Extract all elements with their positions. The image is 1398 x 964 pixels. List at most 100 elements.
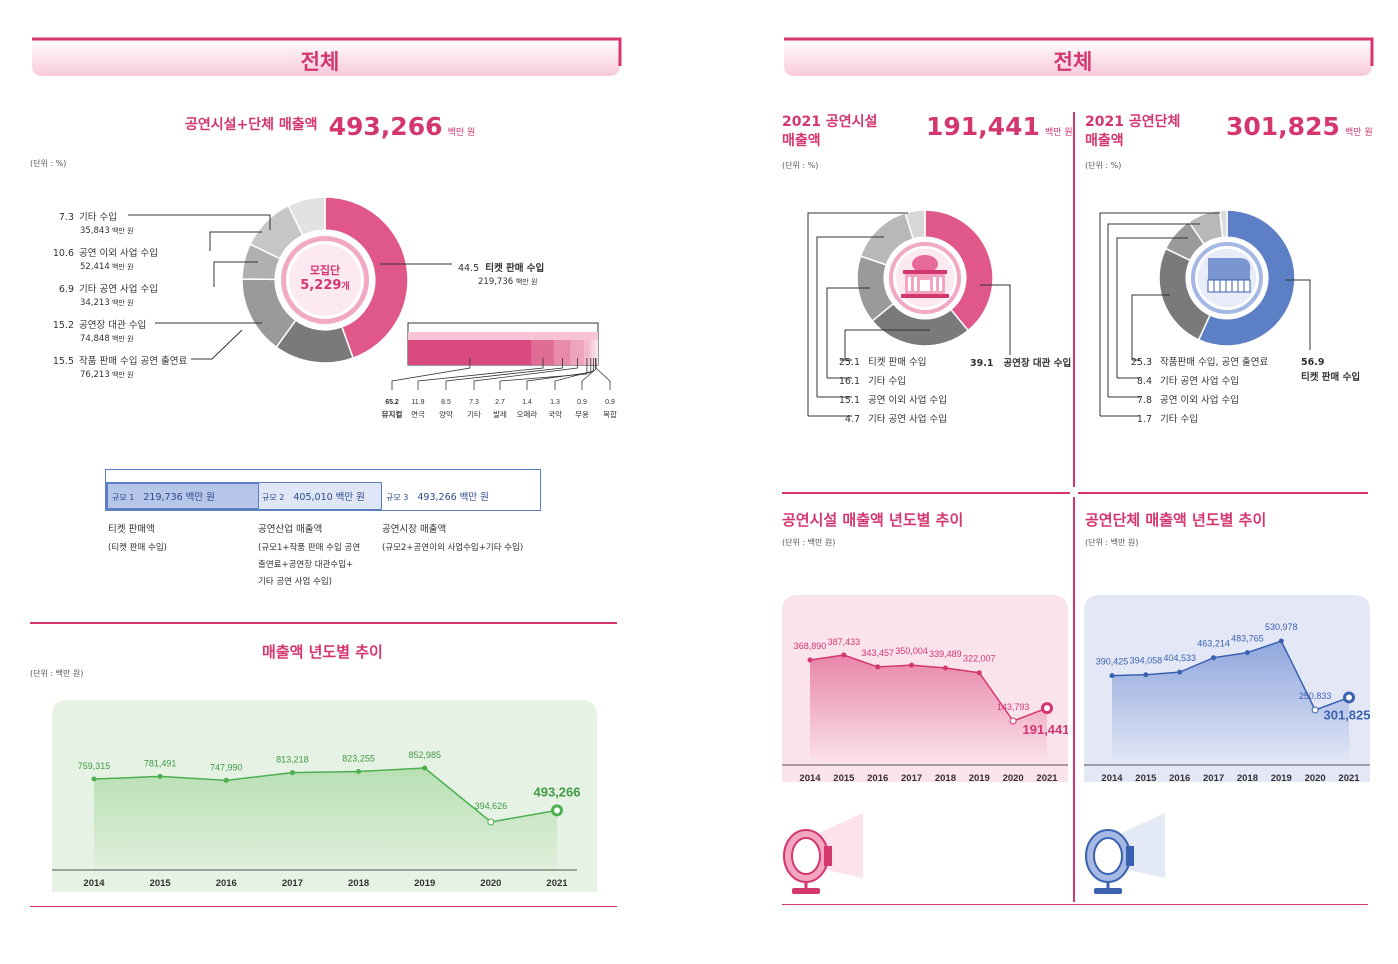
facility-highlight-label: 공연장 대관 수입 [1003,358,1072,369]
trend-data-label: 143,793 [997,702,1030,712]
trend-year-label: 2019 [969,773,990,784]
scale-tag-label: 규모 3 [386,493,409,502]
trend-year-label: 2017 [901,773,922,784]
scale-desc: (규모2+공연이외 사업수입+기타 수입) [382,543,524,553]
facility-title-line2: 매출액 [782,133,821,149]
trend-year-label: 2021 [546,878,568,889]
facility-total: 191,441 백만 원 [926,112,1073,141]
trend-data-label: 339,489 [929,649,962,659]
facility-highlight: 39.1 공연장 대관 수입 [970,355,1071,369]
trend-line [1111,640,1350,711]
trend-area [1112,641,1349,765]
trend-point-inner [554,807,560,814]
legend-item: 25.1 티켓 판매 수입 [836,354,927,368]
legend-label: 작품 판매 수입 공연 출연료 [79,356,188,367]
legend-amount-line: 34,213 백만 원 [80,298,158,308]
facility-total-unit: 백만 원 [1044,128,1073,138]
legend-label: 기타 수입 [868,376,906,387]
spotlight-pink-icon [783,813,863,894]
legend-label: 공연장 대관 수입 [79,320,147,331]
right-vertical-divider-bottom [1073,497,1075,902]
genre-value: 0.9 [577,399,587,406]
genre-value: 0.9 [605,399,615,406]
legend-unit: 백만 원 [109,299,134,307]
trend-year-label: 2021 [1036,773,1058,784]
facility-unit-note: (단위 : %) [782,161,819,170]
legend-unit: 백만 원 [109,371,134,379]
legend-label: 기타 공연 사업 수입 [79,284,158,295]
trend-year-label: 2014 [1101,773,1123,784]
right-banner-title: 전체 [1053,50,1093,74]
trend-year-label: 2020 [1003,773,1024,784]
legend-label: 공연 이외 사업 수입 [79,248,158,259]
group-leaders [1099,212,1311,417]
trend-year-label: 2017 [282,878,303,889]
legend-pct: 10.6 [52,248,74,259]
trend-data-label: 759,315 [78,761,111,771]
trend-point [1211,655,1217,661]
legend-item: 25.3 작품판매 수입, 공연 출연료 [1128,354,1268,368]
donut-inner-ring [888,241,962,315]
legend-item: 7.8 공연 이외 사업 수입 [1128,392,1239,406]
genre-leader [391,358,471,390]
genre-bar-segment [596,340,598,365]
left-ticket-callout: 44.5 티켓 판매 수입 219,736 백만 원 [458,260,544,287]
genre-bar-segment [570,340,585,365]
group-title: 2021 공연단체 매출액 [1085,113,1180,151]
legend-pct: 25.3 [1130,357,1152,368]
genre-bar-segment [531,340,555,365]
facility-highlight-pct: 39.1 [970,358,994,369]
facility-title-line1: 2021 공연시설 [782,114,878,130]
legend-amount: 76,213 [80,370,110,380]
trend-point [1143,672,1149,678]
legend-pct: 8.4 [1136,376,1152,387]
trend-point [942,665,948,671]
trend-year-label: 2014 [799,773,821,784]
legend-item-line: 10.6 공연 이외 사업 수입 [52,245,158,259]
facility-trend-title: 공연시설 매출액 년도별 추이 [782,511,964,529]
trend-data-label: 387,433 [828,637,861,647]
trend-data-label: 823,255 [342,754,375,764]
trend-point [1244,650,1250,656]
genre-bar-segment [592,340,595,365]
legend-label: 기타 공연 사업 수입 [1160,376,1239,387]
legend-pct: 25.1 [838,357,860,368]
group-total-unit: 백만 원 [1344,128,1373,138]
facility-leaders [807,212,1011,417]
legend-pct: 1.7 [1136,414,1152,425]
ticket-unit: 백만 원 [515,278,538,286]
trend-year-label: 2020 [1305,773,1326,784]
left-total-value: 493,266 [328,112,443,141]
legend-label: 티켓 판매 수입 [868,357,927,368]
genre-name: 뮤지컬 [382,409,403,419]
legend-unit: 백만 원 [109,335,134,343]
genre-bar-top [531,332,555,340]
legend-item: 16.1 기타 수입 [836,373,906,387]
left-banner-title: 전체 [300,50,340,74]
right-hdivider-left [782,492,1070,494]
group-title-line1: 2021 공연단체 [1085,114,1181,130]
scale-tag: 규모 2 405,010 백만 원 [262,489,365,503]
legend-amount: 52,414 [80,262,110,272]
trend-data-label: 368,890 [794,641,827,651]
scale-tag-label: 규모 2 [262,493,285,502]
trend-data-label: 350,004 [895,646,928,656]
trend-year-label: 2018 [1237,773,1258,784]
legend-amount: 35,843 [80,226,110,236]
right-bottom-rule [782,904,1368,905]
spotlight-blue-icon [1085,813,1165,894]
group-total-value: 301,825 [1226,112,1340,141]
facility-title: 2021 공연시설 매출액 [782,113,877,151]
trend-year-label: 2015 [833,773,855,784]
genre-value: 65.2 [385,399,399,406]
group-total: 301,825 백만 원 [1226,112,1373,141]
legend-label: 기타 수입 [1160,414,1198,425]
trend-year-label: 2020 [480,878,501,889]
genre-value: 1.4 [522,399,532,406]
trend-data-label: 463,214 [1197,639,1230,649]
genre-leader [473,358,578,390]
legend-amount: 74,848 [80,334,110,344]
genre-bar-top [570,332,585,340]
left-divider [30,622,617,624]
trend-year-label: 2014 [83,878,105,889]
